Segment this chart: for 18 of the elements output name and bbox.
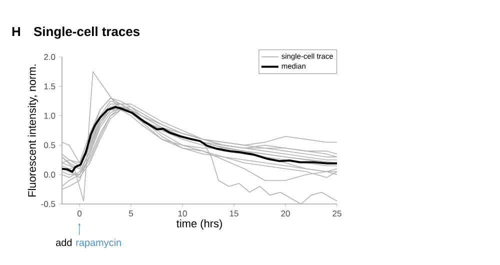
x-tick-label: 5 — [129, 210, 134, 216]
chart-title: Single-cell traces — [34, 26, 140, 39]
x-tick-label: 25 — [332, 210, 342, 217]
text: H — [12, 27, 20, 36]
y-tick-label: -0.5 — [41, 201, 56, 207]
x-tick-label: 20 — [281, 210, 290, 217]
y-tick-label: 2.0 — [44, 54, 56, 60]
text: rapamycin — [76, 238, 121, 248]
y-axis-title: Fluorescent intensity, norm. — [28, 64, 38, 196]
y-tick-label: 1.0 — [44, 112, 56, 119]
y-tick-label: 0.5 — [44, 142, 56, 148]
x-tick-label: 10 — [178, 210, 187, 217]
text: add — [56, 238, 72, 246]
x-tick-label: 0 — [77, 210, 82, 217]
y-tick-label: 1.5 — [44, 83, 56, 90]
y-tick-label: 0.0 — [44, 172, 56, 178]
x-tick-label: 15 — [230, 210, 238, 216]
x-axis-title: time (hrs) — [176, 219, 222, 230]
